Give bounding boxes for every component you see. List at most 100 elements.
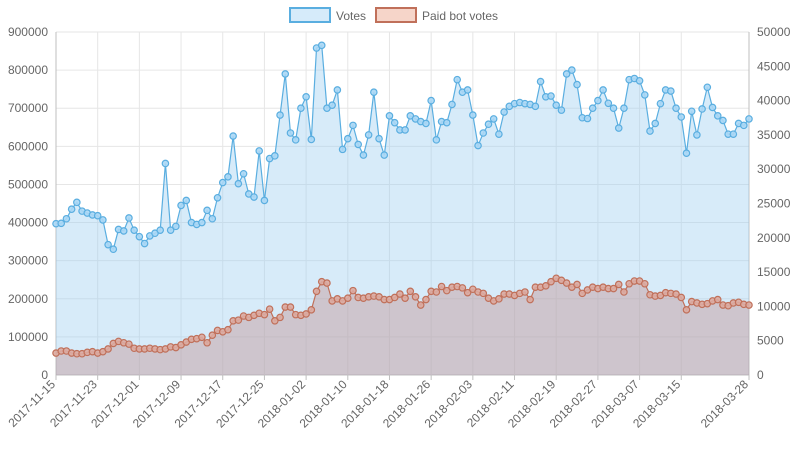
data-point-paid-bot-votes[interactable] bbox=[234, 316, 243, 324]
data-point-votes[interactable] bbox=[489, 115, 498, 123]
data-point-votes[interactable] bbox=[651, 119, 660, 128]
data-point-votes[interactable] bbox=[573, 80, 581, 89]
data-point-votes[interactable] bbox=[656, 99, 665, 108]
legend-item-votes[interactable]: Votes bbox=[289, 7, 366, 23]
data-point-votes[interactable] bbox=[427, 96, 435, 105]
data-point-paid-bot-votes[interactable] bbox=[260, 310, 269, 319]
data-point-votes[interactable] bbox=[343, 134, 352, 143]
data-point-votes[interactable] bbox=[62, 214, 71, 223]
data-point-votes[interactable] bbox=[338, 145, 347, 154]
data-point-paid-bot-votes[interactable] bbox=[125, 340, 133, 348]
data-point-votes[interactable] bbox=[495, 130, 503, 138]
data-point-votes[interactable] bbox=[667, 87, 675, 95]
data-point-paid-bot-votes[interactable] bbox=[745, 301, 753, 309]
data-point-votes[interactable] bbox=[73, 198, 81, 207]
data-point-votes[interactable] bbox=[140, 239, 149, 248]
data-point-paid-bot-votes[interactable] bbox=[396, 290, 404, 298]
legend[interactable]: Votes Paid bot votes bbox=[289, 7, 498, 23]
data-point-votes[interactable] bbox=[213, 193, 222, 202]
data-point-votes[interactable] bbox=[588, 104, 597, 113]
data-point-votes[interactable] bbox=[203, 206, 211, 215]
data-point-votes[interactable] bbox=[583, 114, 592, 123]
data-point-paid-bot-votes[interactable] bbox=[265, 305, 274, 313]
data-point-votes[interactable] bbox=[307, 135, 316, 144]
data-point-paid-bot-votes[interactable] bbox=[406, 287, 415, 296]
data-point-votes[interactable] bbox=[677, 113, 686, 121]
data-point-votes[interactable] bbox=[93, 211, 102, 220]
data-point-votes[interactable] bbox=[370, 88, 378, 97]
data-point-votes[interactable] bbox=[328, 101, 336, 109]
data-point-votes[interactable] bbox=[484, 120, 493, 129]
data-point-paid-bot-votes[interactable] bbox=[495, 295, 503, 303]
data-point-votes[interactable] bbox=[317, 41, 326, 50]
data-point-votes[interactable] bbox=[739, 121, 748, 130]
data-point-votes[interactable] bbox=[562, 70, 571, 78]
data-point-votes[interactable] bbox=[474, 141, 482, 150]
data-point-votes[interactable] bbox=[104, 240, 112, 249]
data-point-paid-bot-votes[interactable] bbox=[432, 288, 441, 296]
data-point-paid-bot-votes[interactable] bbox=[286, 303, 295, 311]
data-point-votes[interactable] bbox=[276, 111, 284, 119]
legend-item-paid-bot-votes[interactable]: Paid bot votes bbox=[375, 7, 498, 23]
data-point-paid-bot-votes[interactable] bbox=[463, 288, 472, 297]
data-point-votes[interactable] bbox=[239, 169, 248, 178]
data-point-votes[interactable] bbox=[469, 111, 477, 119]
data-point-votes[interactable] bbox=[693, 131, 701, 139]
data-point-paid-bot-votes[interactable] bbox=[609, 284, 618, 293]
data-point-votes[interactable] bbox=[291, 136, 300, 144]
data-point-votes[interactable] bbox=[708, 103, 717, 112]
data-point-votes[interactable] bbox=[156, 226, 165, 234]
data-point-votes[interactable] bbox=[354, 140, 363, 149]
data-point-votes[interactable] bbox=[57, 219, 66, 228]
data-point-votes[interactable] bbox=[234, 179, 243, 188]
data-point-paid-bot-votes[interactable] bbox=[416, 301, 425, 309]
data-point-votes[interactable] bbox=[500, 108, 508, 116]
data-point-votes[interactable] bbox=[635, 76, 644, 85]
data-point-paid-bot-votes[interactable] bbox=[682, 306, 691, 314]
data-point-votes[interactable] bbox=[99, 216, 107, 224]
data-point-votes[interactable] bbox=[224, 173, 232, 181]
data-point-votes[interactable] bbox=[609, 104, 618, 113]
data-point-paid-bot-votes[interactable] bbox=[307, 306, 316, 314]
data-point-votes[interactable] bbox=[479, 129, 488, 137]
data-point-votes[interactable] bbox=[380, 151, 389, 159]
data-point-paid-bot-votes[interactable] bbox=[573, 280, 581, 289]
data-point-votes[interactable] bbox=[109, 245, 118, 254]
data-point-paid-bot-votes[interactable] bbox=[390, 293, 399, 302]
data-point-votes[interactable] bbox=[604, 99, 613, 108]
data-point-paid-bot-votes[interactable] bbox=[578, 289, 587, 298]
data-point-votes[interactable] bbox=[640, 91, 649, 99]
data-point-votes[interactable] bbox=[682, 149, 691, 157]
data-point-votes[interactable] bbox=[594, 96, 602, 105]
data-point-votes[interactable] bbox=[687, 107, 696, 116]
data-point-votes[interactable] bbox=[620, 104, 628, 113]
data-point-votes[interactable] bbox=[552, 101, 561, 109]
data-point-votes[interactable] bbox=[198, 218, 206, 227]
data-point-votes[interactable] bbox=[557, 106, 566, 114]
data-point-votes[interactable] bbox=[432, 136, 441, 144]
data-point-paid-bot-votes[interactable] bbox=[640, 279, 649, 288]
data-point-votes[interactable] bbox=[375, 134, 383, 143]
data-point-votes[interactable] bbox=[135, 232, 144, 241]
data-point-votes[interactable] bbox=[719, 116, 727, 125]
data-point-votes[interactable] bbox=[271, 152, 279, 160]
data-point-paid-bot-votes[interactable] bbox=[479, 289, 488, 298]
data-point-paid-bot-votes[interactable] bbox=[276, 313, 284, 322]
data-point-votes[interactable] bbox=[119, 227, 128, 235]
data-point-votes[interactable] bbox=[349, 121, 357, 130]
data-point-paid-bot-votes[interactable] bbox=[713, 295, 722, 304]
data-point-paid-bot-votes[interactable] bbox=[224, 325, 232, 334]
data-point-paid-bot-votes[interactable] bbox=[442, 286, 451, 295]
data-point-votes[interactable] bbox=[218, 178, 227, 187]
data-point-votes[interactable] bbox=[333, 86, 342, 94]
data-point-votes[interactable] bbox=[672, 104, 680, 113]
data-point-paid-bot-votes[interactable] bbox=[198, 333, 206, 342]
data-point-paid-bot-votes[interactable] bbox=[620, 288, 628, 296]
data-point-votes[interactable] bbox=[401, 126, 409, 134]
data-point-paid-bot-votes[interactable] bbox=[614, 280, 623, 289]
data-point-votes[interactable] bbox=[260, 196, 269, 205]
data-point-paid-bot-votes[interactable] bbox=[349, 286, 357, 295]
data-point-paid-bot-votes[interactable] bbox=[203, 338, 211, 347]
data-point-votes[interactable] bbox=[713, 112, 722, 120]
data-point-votes[interactable] bbox=[547, 92, 555, 100]
